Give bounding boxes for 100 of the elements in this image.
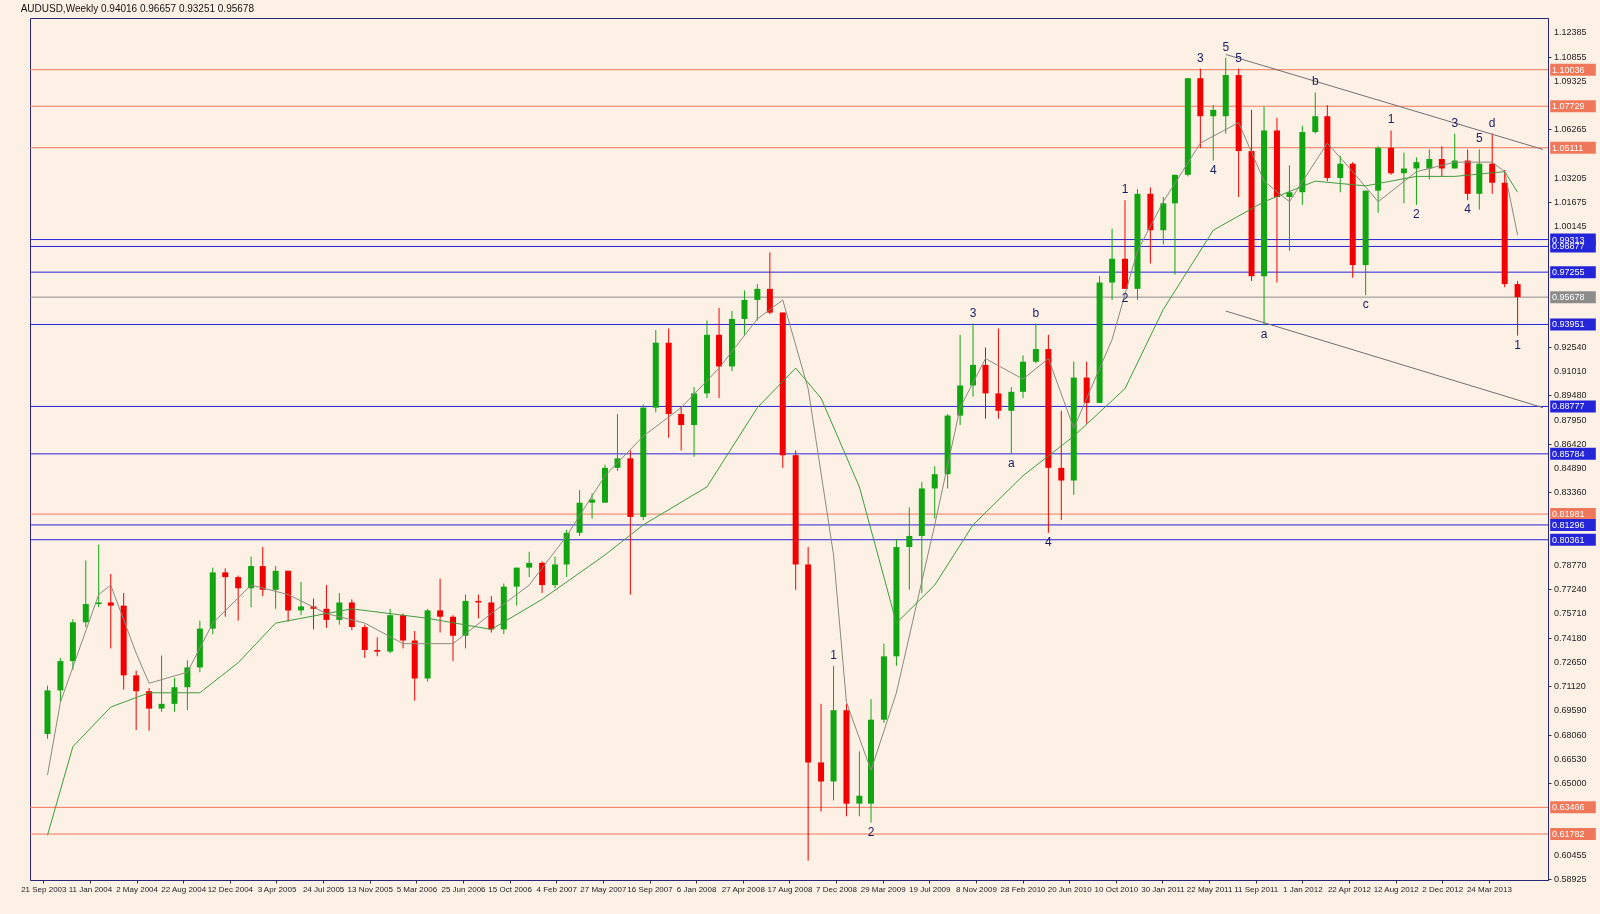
x-tick-label: 12 Dec 2004 — [207, 884, 254, 894]
candlestick — [133, 670, 140, 731]
x-tick-label: 11 Jan 2004 — [68, 884, 113, 894]
x-tick-label: 2 May 2004 — [116, 884, 159, 894]
annotation: 5 — [1475, 131, 1483, 146]
ref-line-label: 0.95678 — [1552, 292, 1585, 303]
candlestick — [552, 556, 559, 589]
x-tick-label: 13 Nov 2005 — [347, 884, 394, 894]
candlestick — [856, 750, 863, 817]
chart-title: AUDUSD,Weekly 0.94016 0.96657 0.93251 0.95678 — [20, 3, 255, 14]
candlestick — [437, 578, 444, 634]
candlestick — [1312, 91, 1319, 135]
candlestick — [248, 556, 255, 608]
candlestick — [1337, 155, 1344, 193]
annotation: 2 — [1413, 206, 1421, 221]
y-tick-label: 0.72650 — [1554, 656, 1587, 667]
ref-line-label: 1.05111 — [1552, 142, 1584, 153]
annotation: b — [1032, 305, 1040, 320]
candlestick — [754, 283, 761, 322]
annotation: 1 — [1121, 182, 1129, 197]
candlestick — [1400, 152, 1407, 204]
y-tick-label: 0.69590 — [1554, 705, 1587, 716]
y-tick-label: 1.03205 — [1554, 172, 1587, 183]
annotation: a — [1007, 455, 1015, 470]
y-tick-label: 0.87950 — [1554, 414, 1587, 425]
annotation: b — [1311, 74, 1319, 89]
candlestick — [1109, 228, 1116, 301]
x-tick-label: 1 Jan 2012 — [1283, 884, 1324, 894]
x-tick-label: 21 Sep 2003 — [21, 884, 68, 894]
x-tick-label: 5 Mar 2006 — [396, 884, 438, 894]
candlestick — [1426, 148, 1433, 181]
ref-line-label: 0.93951 — [1552, 319, 1585, 330]
ref-line-label: 0.97255 — [1552, 267, 1585, 278]
annotation: a — [1260, 327, 1268, 342]
candlestick — [107, 573, 114, 649]
candlestick — [1286, 164, 1293, 252]
candlestick — [298, 581, 305, 616]
x-tick-label: 27 Apr 2008 — [721, 884, 766, 894]
y-tick-label: 0.91010 — [1554, 366, 1587, 377]
x-tick-label: 27 May 2007 — [580, 884, 628, 894]
candlestick — [1058, 410, 1065, 521]
x-tick-label: 10 Oct 2010 — [1094, 884, 1139, 894]
x-tick-label: 22 Apr 2012 — [1327, 884, 1372, 894]
candlestick — [741, 289, 748, 336]
y-tick-label: 0.84890 — [1554, 463, 1587, 474]
annotation: 1 — [830, 647, 838, 662]
candlestick — [1032, 323, 1039, 364]
annotation: 1 — [1514, 337, 1522, 352]
candlestick — [374, 636, 381, 657]
y-tick-label: 1.06265 — [1554, 124, 1587, 135]
y-tick-label: 1.00145 — [1554, 221, 1587, 232]
candlestick — [171, 677, 178, 713]
candlestick — [526, 551, 533, 578]
x-tick-label: 15 Oct 2006 — [488, 884, 533, 894]
candlestick — [361, 624, 368, 659]
candlestick — [931, 465, 938, 520]
y-tick-label: 0.83360 — [1554, 487, 1587, 498]
x-tick-label: 8 Nov 2009 — [955, 884, 998, 894]
annotation: 5 — [1222, 39, 1230, 54]
candlestick — [272, 565, 279, 610]
candlestick — [158, 655, 165, 713]
candlestick — [906, 506, 913, 591]
x-tick-label: 12 Aug 2012 — [1373, 884, 1420, 894]
candlestick — [1413, 156, 1420, 206]
x-tick-label: 4 Feb 2007 — [536, 884, 578, 894]
y-tick-label: 0.92540 — [1554, 341, 1587, 352]
y-tick-label: 0.65000 — [1554, 778, 1587, 789]
annotation: 4 — [1464, 202, 1472, 217]
x-tick-label: 17 Aug 2008 — [767, 884, 813, 894]
x-tick-label: 22 Aug 2004 — [161, 884, 207, 894]
x-tick-label: 7 Dec 2008 — [816, 884, 858, 894]
candlestick — [1489, 133, 1496, 195]
candlestick — [82, 560, 89, 628]
annotation: 3 — [1451, 115, 1459, 130]
y-tick-label: 1.12385 — [1554, 27, 1587, 38]
candlestick — [184, 659, 191, 711]
candlestick — [818, 703, 825, 813]
x-tick-label: 2 Dec 2012 — [1422, 884, 1464, 894]
ref-line-label: 0.63466 — [1552, 802, 1585, 813]
x-tick-label: 30 Jan 2011 — [1141, 884, 1186, 894]
annotation: 2 — [867, 824, 875, 839]
candlestick — [1210, 104, 1217, 162]
x-tick-label: 19 Jul 2009 — [909, 884, 952, 894]
y-tick-label: 0.74180 — [1554, 632, 1587, 643]
y-tick-label: 0.66530 — [1554, 753, 1587, 764]
candlestick — [222, 567, 229, 618]
x-tick-label: 29 Mar 2009 — [860, 884, 907, 894]
candlestick — [95, 544, 102, 608]
annotation: 4 — [1209, 162, 1217, 177]
ref-line-label: 0.80361 — [1552, 534, 1585, 545]
y-tick-label: 0.68060 — [1554, 729, 1587, 740]
ref-line-label: 0.61782 — [1552, 829, 1585, 840]
annotation: d — [1488, 115, 1496, 130]
y-tick-label: 1.10855 — [1554, 51, 1587, 62]
y-tick-label: 0.58925 — [1554, 874, 1587, 885]
ref-line-label: 0.81981 — [1552, 509, 1585, 520]
candlestick — [235, 575, 242, 622]
ref-line-label: 1.10036 — [1552, 64, 1585, 75]
annotation: 5 — [1235, 50, 1243, 65]
candlestick — [259, 546, 266, 597]
